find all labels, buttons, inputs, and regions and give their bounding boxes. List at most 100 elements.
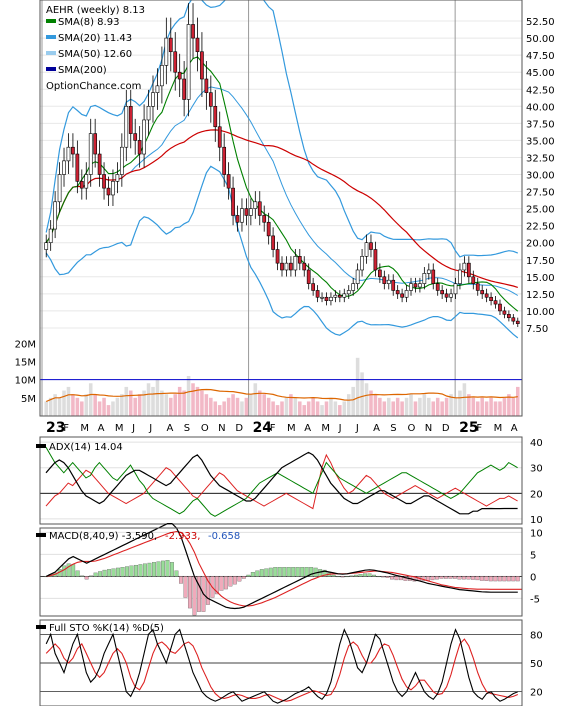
macd-histogram-bar — [223, 576, 228, 590]
price-tick-label: 42.50 — [526, 85, 555, 96]
macd-histogram-bar — [493, 576, 498, 582]
macd-histogram-bar — [381, 576, 385, 578]
x-month-label: A — [511, 423, 518, 434]
x-month-label: O — [408, 423, 416, 434]
volume-bar — [213, 401, 218, 416]
macd-line — [45, 523, 518, 610]
volume-bar — [160, 390, 164, 416]
macd-histogram-bar — [443, 576, 448, 579]
candle-body — [337, 294, 342, 298]
price-tick-label: 50.00 — [526, 34, 555, 45]
x-month-label: O — [201, 423, 209, 434]
macd-histogram-bar — [259, 569, 264, 577]
candle-body — [462, 262, 467, 271]
price-tick-label: 25.00 — [526, 205, 555, 216]
x-month-label: M — [494, 423, 503, 434]
macd-histogram-bar — [372, 574, 377, 577]
x-month-label: M — [115, 423, 124, 434]
x-month-label: F — [270, 423, 276, 434]
macd-histogram-bar — [98, 571, 103, 577]
macd-histogram-bar — [187, 576, 192, 609]
x-month-label: A — [304, 423, 311, 434]
candle-body — [217, 126, 222, 148]
volume-bar — [306, 401, 311, 416]
candle-body — [395, 290, 400, 295]
volume-bar — [142, 390, 146, 416]
volume-bar — [413, 401, 418, 416]
macd-histogram-bar — [125, 566, 130, 577]
macd-histogram-bar — [291, 567, 296, 577]
volume-bar — [235, 397, 240, 416]
candle-body — [369, 242, 373, 250]
candle-body — [333, 294, 338, 298]
volume-bar — [395, 397, 400, 416]
macd-histogram-bar — [156, 561, 161, 577]
candle-body — [146, 106, 151, 121]
candle-body — [124, 106, 129, 148]
volume-bar — [440, 401, 444, 416]
candle-body — [62, 160, 66, 175]
price-tick-label: 47.50 — [526, 51, 555, 62]
candle-body — [404, 290, 409, 298]
price-tick-label: 45.00 — [526, 68, 555, 79]
volume-bar — [177, 386, 182, 416]
volume-bar — [324, 401, 329, 416]
price-tick-label: 40.00 — [526, 102, 555, 113]
macd-hist-label: -0.658 — [208, 531, 240, 542]
candle-body — [133, 133, 138, 141]
macd-histogram-bar — [138, 564, 143, 577]
candle-body — [266, 221, 271, 237]
volume-bar — [515, 386, 520, 416]
volume-bar — [169, 397, 173, 416]
macd-histogram-bar — [84, 576, 89, 580]
volume-bar — [226, 397, 231, 416]
macd-histogram-bar — [511, 576, 516, 582]
candle-body — [115, 174, 120, 182]
volume-bar — [475, 401, 480, 416]
candle-body — [271, 235, 275, 250]
volume-bar — [386, 397, 391, 416]
candle-body — [44, 242, 49, 250]
volume-bar — [418, 397, 422, 416]
macd-histogram-bar — [161, 560, 165, 577]
volume-bar — [289, 394, 293, 416]
sto-d-line — [45, 638, 519, 702]
candle-body — [382, 276, 387, 284]
macd-histogram-bar — [484, 576, 489, 581]
macd-histogram-bar — [322, 569, 327, 577]
volume-bar — [124, 386, 129, 416]
volume-bar — [298, 401, 302, 416]
x-month-label: N — [218, 423, 225, 434]
volume-bar — [222, 401, 226, 416]
sto-tick-label: 20 — [530, 688, 543, 699]
macd-histogram-bar — [497, 576, 502, 582]
macd-histogram-bar — [165, 560, 170, 577]
sma8-swatch — [46, 19, 56, 23]
candle-body — [475, 283, 480, 291]
macd-histogram-bar — [336, 576, 341, 578]
candle-body — [240, 208, 244, 223]
macd-histogram-bar — [71, 564, 76, 577]
volume-tick-label: 5M — [21, 394, 36, 405]
sma200-swatch — [46, 67, 56, 71]
candle-body — [119, 146, 124, 175]
adx-tick-label: 40 — [530, 438, 543, 449]
volume-bar — [502, 397, 507, 416]
candle-body — [435, 283, 440, 291]
candle-body — [164, 37, 169, 66]
macd-histogram-bar — [479, 576, 484, 581]
sma20-label: SMA(20) 11.43 — [58, 33, 132, 44]
candle-body — [386, 279, 391, 284]
volume-bar — [409, 394, 413, 416]
candle-body — [226, 174, 231, 189]
volume-bar — [115, 397, 120, 416]
x-month-label: M — [80, 423, 89, 434]
candle-body — [262, 215, 267, 223]
watermark: OptionChance.com — [46, 81, 141, 92]
candle-body — [244, 208, 249, 216]
sma200-label: SMA(200) — [58, 65, 107, 76]
macd-histogram-bar — [457, 576, 462, 580]
volume-bar — [75, 397, 80, 416]
adx-swatch — [36, 444, 46, 448]
macd-histogram-bar — [170, 562, 174, 577]
